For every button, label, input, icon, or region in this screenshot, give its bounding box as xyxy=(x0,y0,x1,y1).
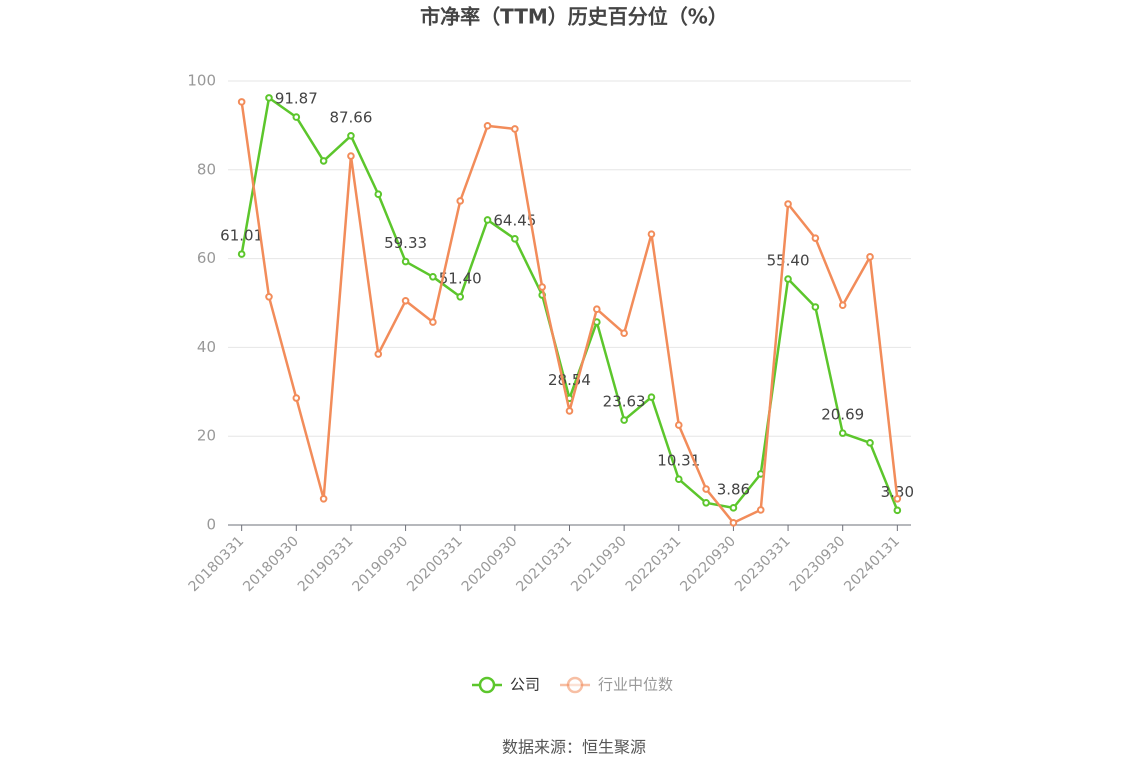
data-label: 91.87 xyxy=(275,90,318,108)
data-point xyxy=(456,197,465,205)
data-point xyxy=(401,296,410,305)
data-label: 64.45 xyxy=(493,211,536,229)
x-tick-label: 20220331 xyxy=(623,533,685,595)
data-point xyxy=(292,113,301,121)
chart-title: 市净率（TTM）历史百分位（%） xyxy=(420,5,728,29)
data-point xyxy=(866,439,874,447)
data-label: 59.33 xyxy=(384,234,427,252)
data-point xyxy=(893,495,902,503)
data-point xyxy=(702,499,710,507)
data-point xyxy=(866,253,874,261)
data-point xyxy=(756,506,765,514)
x-tick-label: 20210331 xyxy=(513,533,575,595)
data-point xyxy=(374,350,383,358)
data-label: 51.40 xyxy=(439,269,482,287)
x-tick-label: 20240131 xyxy=(841,533,903,595)
x-tick-label: 20200331 xyxy=(404,533,466,595)
y-tick-label: 100 xyxy=(187,72,216,90)
data-point xyxy=(729,518,738,527)
y-tick-label: 80 xyxy=(197,160,216,178)
data-point xyxy=(620,416,628,424)
legend-label: 公司 xyxy=(510,676,540,694)
data-point xyxy=(538,283,546,291)
data-point xyxy=(647,230,656,238)
data-point xyxy=(838,301,847,310)
legend-marker xyxy=(478,676,496,694)
data-point xyxy=(401,257,410,266)
x-tick-label: 20220930 xyxy=(677,533,739,595)
x-tick-label: 20230331 xyxy=(732,533,794,595)
data-point xyxy=(319,157,328,165)
x-tick-label: 20190331 xyxy=(295,533,357,595)
data-point xyxy=(429,273,437,281)
data-label: 87.66 xyxy=(329,108,372,126)
data-point xyxy=(511,235,519,243)
y-tick-label: 60 xyxy=(197,249,216,267)
data-point xyxy=(811,234,820,242)
x-tick-label: 20200930 xyxy=(459,533,521,595)
data-label: 28.54 xyxy=(548,371,591,389)
data-point xyxy=(811,303,820,311)
data-label: 20.69 xyxy=(821,406,864,424)
data-point xyxy=(674,475,683,484)
data-point xyxy=(265,94,273,102)
x-tick-label: 20210930 xyxy=(568,533,630,595)
data-point xyxy=(265,292,273,301)
series-line xyxy=(240,101,899,525)
data-point xyxy=(483,216,492,224)
data-point xyxy=(237,98,246,106)
data-label: 3.86 xyxy=(717,480,750,498)
data-point xyxy=(784,200,792,208)
legend-label: 行业中位数 xyxy=(598,676,673,694)
x-tick-label: 20190930 xyxy=(350,533,412,595)
data-point xyxy=(429,318,437,326)
data-point xyxy=(729,504,738,512)
x-tick-label: 20180930 xyxy=(240,533,302,595)
data-point xyxy=(319,495,328,503)
data-label: 55.40 xyxy=(767,252,810,270)
y-tick-label: 20 xyxy=(197,427,216,445)
data-point xyxy=(893,506,902,515)
y-tick-label: 0 xyxy=(206,516,216,534)
y-tick-label: 40 xyxy=(197,338,216,356)
source-note: 数据来源：恒生聚源 xyxy=(502,738,646,757)
data-point xyxy=(647,393,656,401)
data-point xyxy=(511,125,519,133)
data-point xyxy=(593,305,601,314)
data-point xyxy=(620,329,628,337)
x-tick-label: 20230930 xyxy=(787,533,849,595)
data-point xyxy=(347,152,355,160)
data-point xyxy=(292,394,301,402)
data-label: 23.63 xyxy=(603,393,646,411)
data-label: 61.01 xyxy=(220,227,263,245)
data-point xyxy=(838,429,847,437)
data-point xyxy=(456,292,465,301)
x-tick-label: 20180331 xyxy=(186,533,248,595)
data-point xyxy=(483,122,492,130)
data-point xyxy=(784,275,792,283)
legend-marker xyxy=(566,676,584,694)
data-point xyxy=(674,421,683,429)
data-point xyxy=(702,485,710,493)
data-point xyxy=(374,190,383,199)
data-label: 10.31 xyxy=(657,452,700,470)
data-point xyxy=(347,131,355,140)
data-point xyxy=(565,407,574,415)
data-point xyxy=(237,250,246,258)
